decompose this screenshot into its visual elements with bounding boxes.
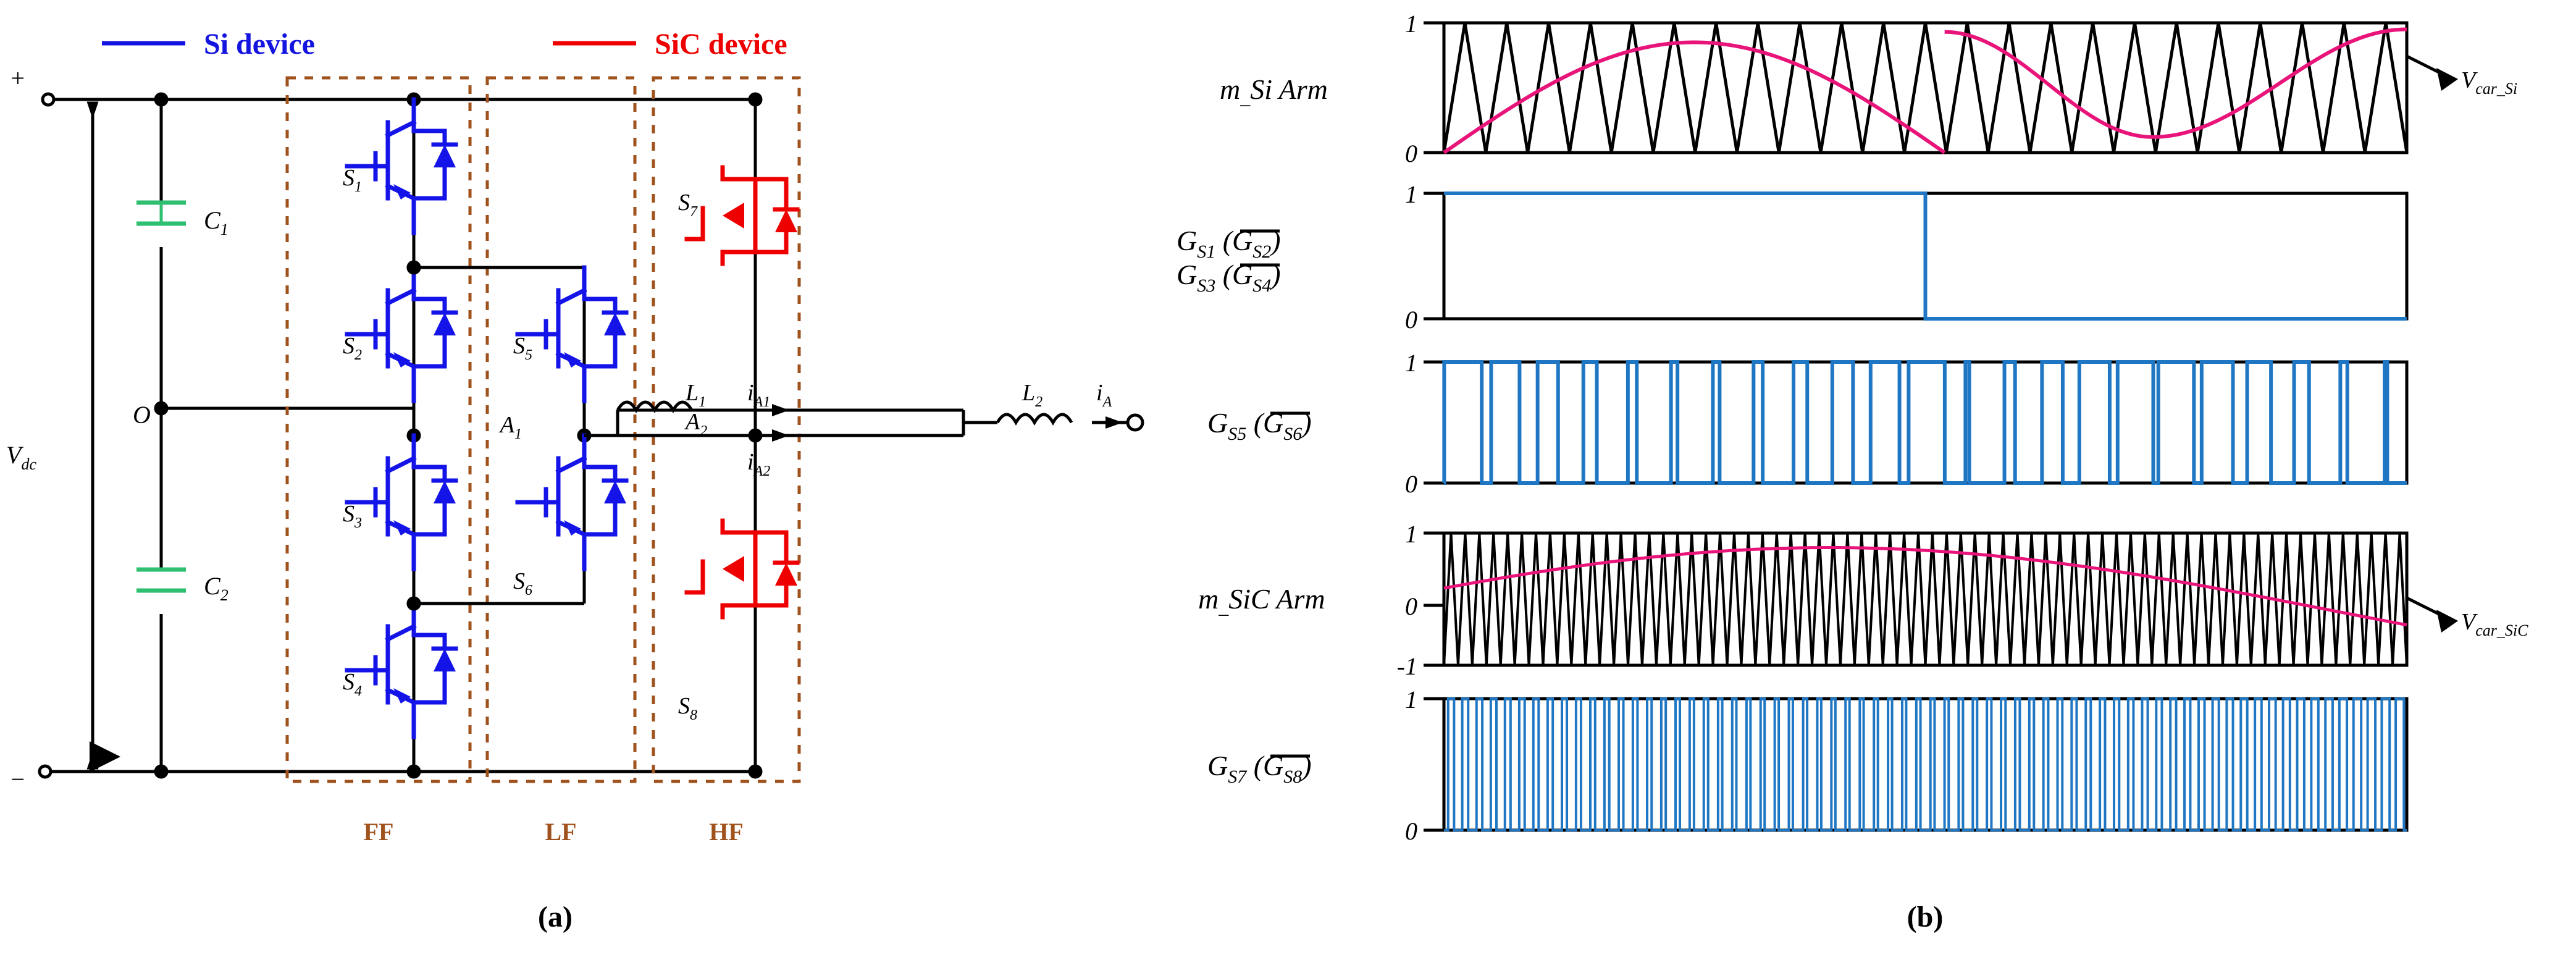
svg-text:+: + (9, 64, 26, 92)
svg-text:1: 1 (1405, 180, 1417, 208)
svg-text:−: − (9, 765, 26, 793)
svg-text:0: 0 (1405, 817, 1417, 845)
svg-text:m_Si Arm: m_Si Arm (1220, 74, 1328, 108)
svg-text:O: O (133, 401, 151, 429)
svg-text:1: 1 (1405, 686, 1417, 713)
svg-text:0: 0 (1405, 470, 1417, 498)
svg-text:Si device: Si device (204, 28, 315, 61)
svg-text:0: 0 (1405, 592, 1417, 620)
svg-text:1: 1 (1405, 520, 1417, 548)
svg-text:FF: FF (364, 818, 394, 846)
svg-text:1: 1 (1405, 10, 1417, 38)
svg-text:(a): (a) (538, 901, 573, 933)
svg-text:(b): (b) (1907, 901, 1944, 933)
svg-text:0: 0 (1405, 140, 1417, 167)
svg-text:-1: -1 (1397, 652, 1417, 680)
svg-text:0: 0 (1405, 306, 1417, 334)
svg-text:LF: LF (545, 818, 576, 846)
svg-text:SiC device: SiC device (655, 28, 787, 61)
svg-text:1: 1 (1405, 349, 1417, 377)
svg-text:m_SiC Arm: m_SiC Arm (1198, 583, 1325, 618)
svg-text:HF: HF (709, 818, 744, 846)
